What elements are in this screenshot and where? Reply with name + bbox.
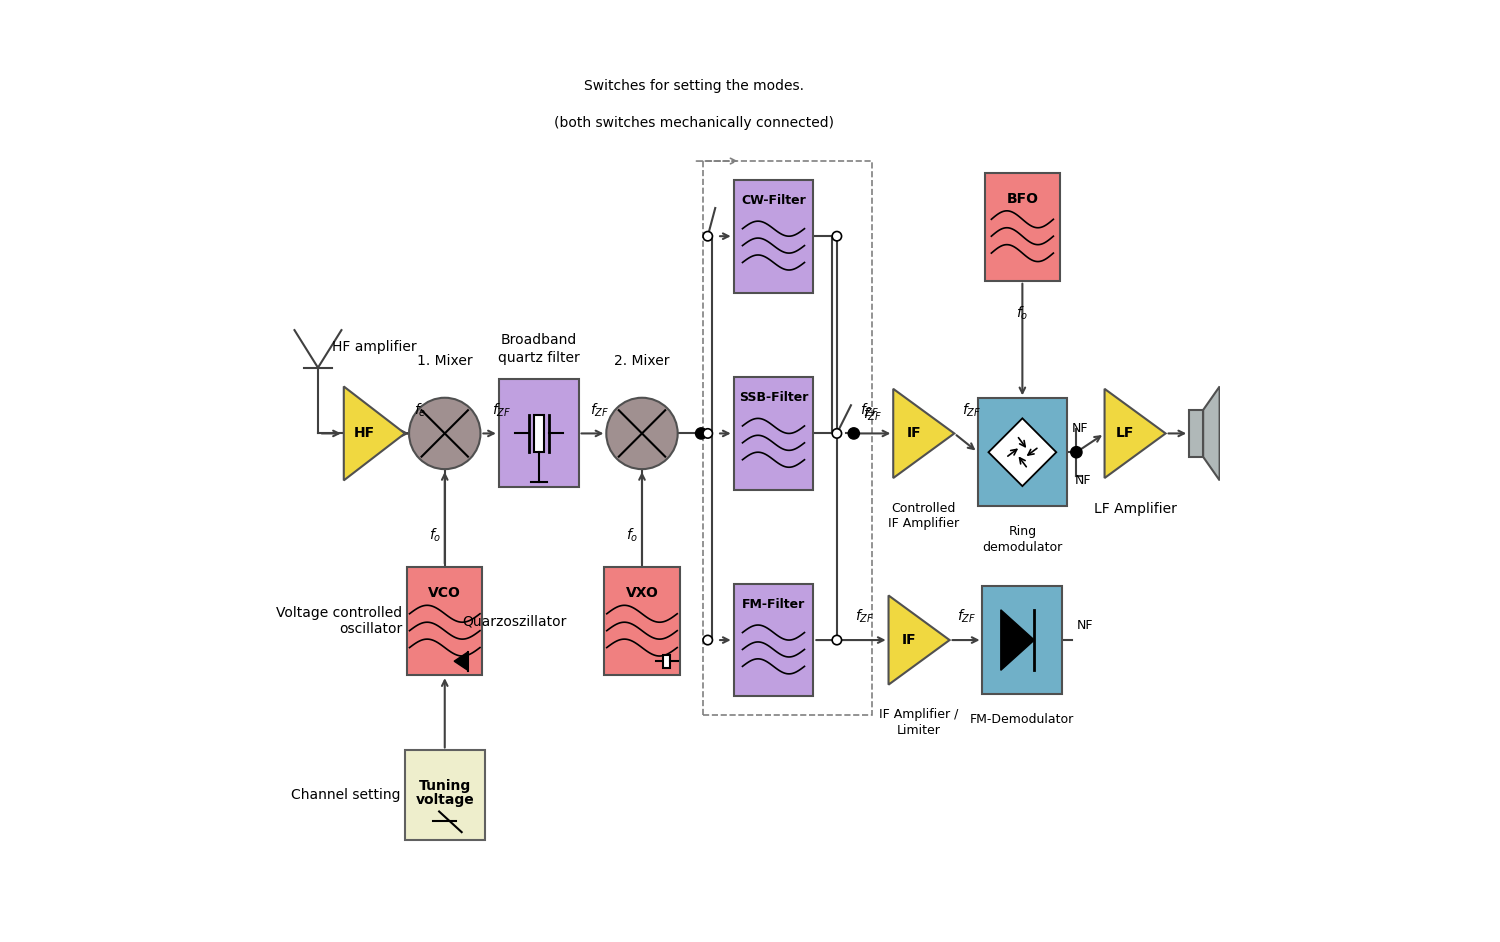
Text: NF: NF xyxy=(1074,474,1090,487)
Text: IF Amplifier /: IF Amplifier / xyxy=(879,708,959,722)
Text: VXO: VXO xyxy=(626,586,658,600)
Text: NF: NF xyxy=(1077,620,1094,632)
Text: (both switches mechanically connected): (both switches mechanically connected) xyxy=(554,117,834,131)
Text: LF: LF xyxy=(1116,427,1134,441)
Text: $f_{ZF}$: $f_{ZF}$ xyxy=(957,608,976,625)
Text: CW-Filter: CW-Filter xyxy=(741,194,806,207)
FancyBboxPatch shape xyxy=(534,414,543,452)
FancyBboxPatch shape xyxy=(406,567,483,675)
Text: $f_o$: $f_o$ xyxy=(627,527,639,544)
Text: voltage: voltage xyxy=(416,793,474,806)
FancyBboxPatch shape xyxy=(1190,410,1203,457)
Text: $f_o$: $f_o$ xyxy=(429,527,441,544)
Polygon shape xyxy=(454,652,468,671)
Circle shape xyxy=(704,232,712,241)
Text: HF amplifier: HF amplifier xyxy=(332,340,417,353)
Text: $f_{ZF}$: $f_{ZF}$ xyxy=(855,608,874,625)
Text: VCO: VCO xyxy=(429,586,460,600)
Text: 1. Mixer: 1. Mixer xyxy=(417,353,472,367)
Text: quartz filter: quartz filter xyxy=(498,351,579,365)
Bar xyxy=(704,161,872,715)
Text: Broadband: Broadband xyxy=(501,333,578,347)
Circle shape xyxy=(847,428,859,439)
Text: IF: IF xyxy=(906,427,921,441)
Polygon shape xyxy=(988,418,1056,486)
Text: Channel setting: Channel setting xyxy=(291,788,400,802)
Text: $f_{ZF}$: $f_{ZF}$ xyxy=(962,401,981,418)
FancyBboxPatch shape xyxy=(982,586,1062,694)
FancyBboxPatch shape xyxy=(500,380,579,487)
FancyBboxPatch shape xyxy=(604,567,680,675)
Text: demodulator: demodulator xyxy=(982,541,1062,554)
Text: IF Amplifier: IF Amplifier xyxy=(888,517,960,530)
Circle shape xyxy=(833,429,842,438)
Circle shape xyxy=(1071,447,1082,458)
Text: Controlled: Controlled xyxy=(891,501,956,514)
Circle shape xyxy=(606,398,678,469)
FancyBboxPatch shape xyxy=(734,584,813,696)
Text: $f_{ZF}$: $f_{ZF}$ xyxy=(859,401,879,418)
Text: $f_{ZF}$: $f_{ZF}$ xyxy=(492,401,512,418)
Circle shape xyxy=(833,635,842,644)
Text: IF: IF xyxy=(902,633,916,647)
Text: HF: HF xyxy=(354,427,375,441)
Text: $f_e$: $f_e$ xyxy=(414,401,426,418)
Text: NF: NF xyxy=(1071,422,1088,435)
Text: SSB-Filter: SSB-Filter xyxy=(740,391,808,404)
Text: FM-Demodulator: FM-Demodulator xyxy=(970,713,1074,726)
Circle shape xyxy=(704,429,712,438)
Text: Tuning: Tuning xyxy=(419,779,471,792)
Polygon shape xyxy=(888,595,950,685)
Circle shape xyxy=(704,635,712,644)
Text: 2. Mixer: 2. Mixer xyxy=(614,353,669,367)
Text: LF Amplifier: LF Amplifier xyxy=(1094,501,1176,515)
Polygon shape xyxy=(1000,609,1035,671)
Polygon shape xyxy=(1104,389,1166,478)
Text: $f_{ZF}$: $f_{ZF}$ xyxy=(590,401,609,418)
Text: Switches for setting the modes.: Switches for setting the modes. xyxy=(584,79,804,93)
Circle shape xyxy=(410,398,480,469)
Text: BFO: BFO xyxy=(1007,191,1038,205)
FancyBboxPatch shape xyxy=(978,398,1066,506)
Circle shape xyxy=(696,428,706,439)
Text: Limiter: Limiter xyxy=(897,724,940,738)
Polygon shape xyxy=(892,389,954,478)
Text: $f_o$: $f_o$ xyxy=(1016,304,1029,321)
Text: Quarzoszillator: Quarzoszillator xyxy=(462,614,567,628)
Text: Ring: Ring xyxy=(1008,525,1036,538)
FancyBboxPatch shape xyxy=(734,377,813,490)
Text: FM-Filter: FM-Filter xyxy=(742,598,806,610)
FancyBboxPatch shape xyxy=(734,180,813,293)
FancyBboxPatch shape xyxy=(663,655,670,668)
Text: $f_{ZF}$: $f_{ZF}$ xyxy=(862,406,882,423)
Polygon shape xyxy=(1203,386,1219,480)
FancyBboxPatch shape xyxy=(986,172,1060,281)
Circle shape xyxy=(833,232,842,241)
Polygon shape xyxy=(344,386,405,480)
FancyBboxPatch shape xyxy=(405,751,484,839)
Text: Voltage controlled
oscillator: Voltage controlled oscillator xyxy=(276,606,402,637)
